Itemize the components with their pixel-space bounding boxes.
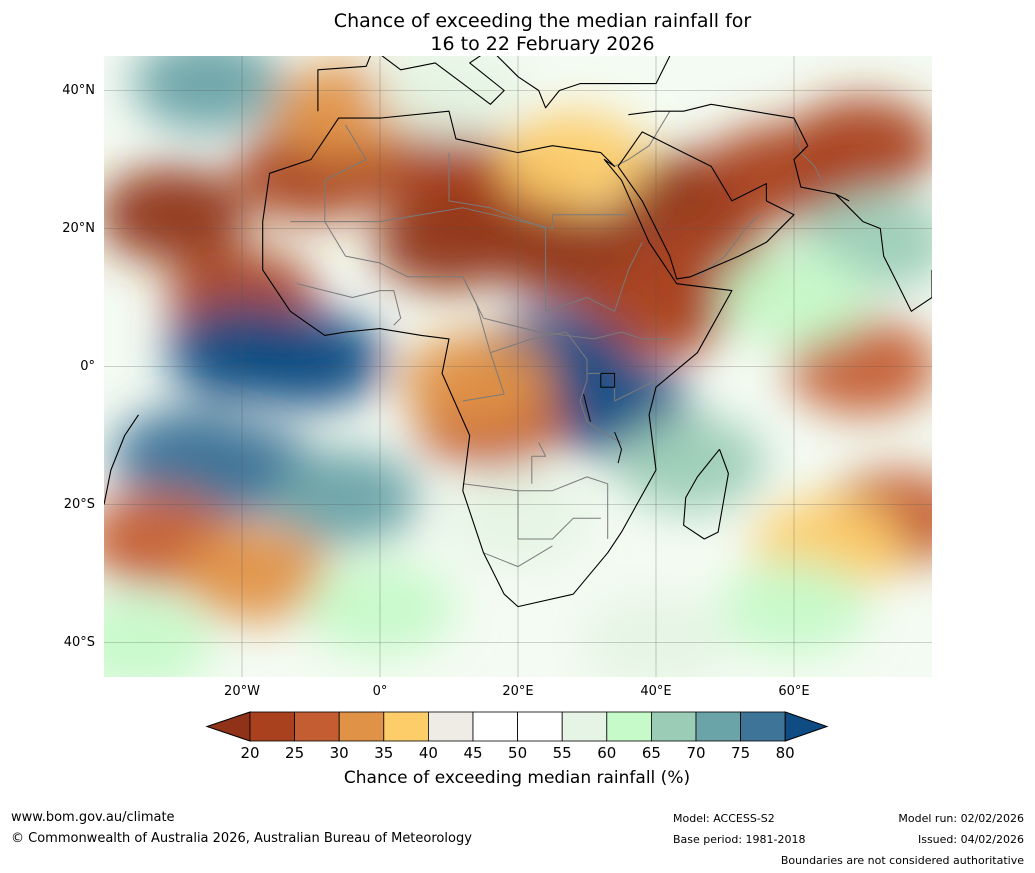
- colorbar-tick-label: 30: [329, 744, 349, 762]
- colorbar-tick-label: 20: [240, 744, 260, 762]
- country-border: [697, 214, 760, 278]
- footer-copyright: © Commonwealth of Australia 2026, Austra…: [11, 831, 472, 846]
- field-region-12: [498, 111, 649, 208]
- field-region-14: [132, 56, 283, 132]
- field-region-4: [374, 194, 524, 291]
- map-title-line2: 16 to 22 February 2026: [430, 33, 655, 55]
- colorbar-tick-label: 50: [508, 744, 528, 762]
- coastline-turkey-iran: [628, 103, 850, 202]
- coastline-africa: [262, 110, 733, 608]
- colorbar-tick-label: 55: [552, 744, 572, 762]
- latitude-label: 40°S: [63, 634, 95, 650]
- colorbar-segment: [294, 711, 340, 742]
- latitude-label: 0°: [80, 358, 95, 374]
- coastline-india: [835, 193, 932, 312]
- longitude-label: 20°E: [502, 684, 534, 699]
- longitude-label: 0°: [372, 684, 388, 699]
- colorbar-tick-label: 45: [463, 744, 483, 762]
- latitude-label: 40°N: [62, 82, 95, 98]
- field-region-35: [104, 594, 214, 677]
- country-border: [490, 331, 622, 443]
- field-region-21: [270, 449, 421, 546]
- colorbar-tick-label: 80: [775, 744, 795, 762]
- field-region-23: [401, 332, 552, 429]
- footer-disclaimer: Boundaries are not considered authoritat…: [780, 854, 1024, 867]
- graticule: [104, 56, 932, 677]
- map-title-line1: Chance of exceeding the median rainfall …: [333, 10, 752, 32]
- footer-model: Model: ACCESS-S2: [673, 812, 775, 825]
- field-region-25: [180, 525, 331, 622]
- longitude-label: 20°W: [224, 684, 260, 699]
- footer-base-period: Base period: 1981-2018: [673, 833, 806, 846]
- colorbar-segment: [695, 711, 741, 742]
- colorbar-tick-label: 70: [686, 744, 706, 762]
- footer-website[interactable]: www.bom.gov.au/climate: [11, 810, 175, 825]
- country-border: [483, 545, 553, 568]
- longitude-label: 40°E: [640, 684, 672, 699]
- country-border: [324, 124, 670, 340]
- colorbar-segment: [472, 711, 518, 742]
- coastline-madagascar: [683, 448, 729, 540]
- coastline-south-america: [104, 414, 139, 505]
- country-border: [448, 152, 643, 312]
- country-border: [614, 110, 671, 167]
- colorbar-arrow-low: [205, 711, 251, 742]
- colorbar-tick-label: 40: [418, 744, 438, 762]
- map-title: Chance of exceeding the median rainfall …: [0, 10, 1035, 56]
- lake-outline: [614, 431, 622, 464]
- lake-outline: [583, 393, 591, 422]
- colorbar-tick-label: 75: [731, 744, 751, 762]
- colorbar-tick-label: 25: [285, 744, 305, 762]
- colorbar-segment: [249, 711, 295, 742]
- field-region-16: [236, 311, 386, 408]
- field-region-0: [104, 166, 248, 263]
- coastlines-and-borders: [104, 56, 932, 608]
- country-border: [290, 207, 629, 229]
- colorbar-tick-label: 35: [374, 744, 394, 762]
- coastline-europe: [317, 56, 671, 112]
- colorbar-label: Chance of exceeding median rainfall (%): [343, 768, 691, 788]
- colorbar-tick-label: 60: [597, 744, 617, 762]
- colorbar-segment: [606, 711, 652, 742]
- colorbar-segment: [338, 711, 385, 742]
- colorbar-segment: [561, 711, 608, 742]
- latitude-label: 20°S: [63, 496, 95, 512]
- field-region-8: [788, 97, 932, 194]
- colorbar-segment: [427, 711, 474, 742]
- country-border: [793, 118, 823, 181]
- colorbar-segment: [740, 711, 786, 742]
- country-border: [462, 476, 609, 539]
- country-border: [517, 490, 601, 540]
- field-region-20: [111, 408, 262, 505]
- country-border: [297, 283, 402, 326]
- footer-issued: Issued: 04/02/2026: [917, 833, 1024, 846]
- longitude-label: 60°E: [778, 684, 810, 699]
- colorbar-segment: [383, 711, 429, 742]
- footer-model-run: Model run: 02/02/2026: [898, 812, 1024, 825]
- coastline-arabia: [617, 131, 795, 280]
- latitude-label: 20°N: [62, 220, 95, 236]
- field-region-31: [615, 415, 766, 512]
- colorbar-arrow-high: [784, 711, 829, 742]
- lake-outline: [600, 372, 616, 388]
- colorbar-segment: [651, 711, 697, 742]
- country-border: [531, 442, 547, 484]
- probability-field: [104, 56, 932, 677]
- colorbar-tick-label: 65: [641, 744, 661, 762]
- colorbar-segment: [517, 711, 563, 742]
